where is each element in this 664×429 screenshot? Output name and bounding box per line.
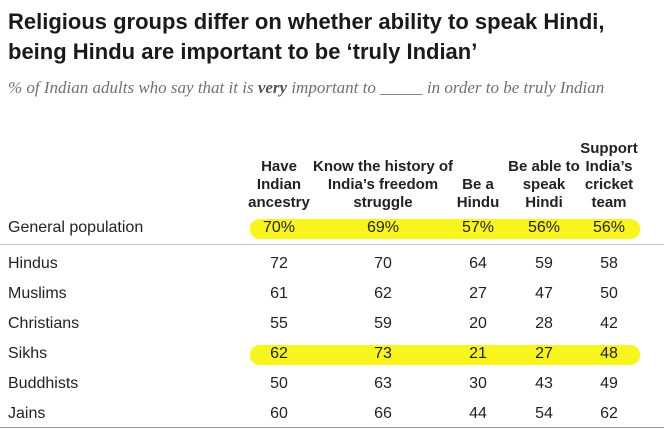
cell-christians-col1: 55 <box>270 315 288 332</box>
cell-general-population-col3: 57% <box>461 219 495 236</box>
column-header-3: Be a Hindu <box>456 176 500 211</box>
cell-sikhs-col4: 27 <box>535 345 553 362</box>
highlight-general-population <box>250 219 640 239</box>
cell-muslims-col3: 27 <box>469 285 487 302</box>
chart-title: Religious groups differ on whether abili… <box>8 9 605 64</box>
row-label-christians: Christians <box>8 315 80 332</box>
cell-general-population-col5: 56% <box>592 219 626 236</box>
column-header-4: Be able to speak Hindi <box>508 158 580 211</box>
cell-jains-col3: 44 <box>469 405 487 422</box>
header-divider <box>0 244 664 245</box>
cell-jains-col1: 60 <box>270 405 288 422</box>
row-label-hindus: Hindus <box>8 255 58 272</box>
cell-jains-col2: 66 <box>374 405 392 422</box>
subtitle-before: % of Indian adults who say that it is <box>8 78 258 97</box>
cell-hindus-col4: 59 <box>535 255 553 272</box>
cell-christians-col5: 42 <box>600 315 618 332</box>
column-header-5: Support India’s cricket team <box>580 140 638 211</box>
cell-buddhists-col4: 43 <box>535 375 553 392</box>
row-label-sikhs: Sikhs <box>8 345 48 362</box>
cell-sikhs-col2: 73 <box>374 345 392 362</box>
cell-general-population-col2: 69% <box>366 219 400 236</box>
cell-general-population-col4: 56% <box>527 219 561 236</box>
cell-hindus-col3: 64 <box>469 255 487 272</box>
cell-muslims-col1: 61 <box>270 285 288 302</box>
subtitle-emphasis: very <box>257 78 288 97</box>
cell-jains-col4: 54 <box>535 405 553 422</box>
cell-muslims-col5: 50 <box>600 285 618 302</box>
cell-hindus-col2: 70 <box>374 255 392 272</box>
cell-sikhs-col3: 21 <box>469 345 487 362</box>
row-label-muslims: Muslims <box>8 285 67 302</box>
row-label-buddhists: Buddhists <box>8 375 79 392</box>
cell-hindus-col5: 58 <box>600 255 618 272</box>
cell-buddhists-col5: 49 <box>600 375 618 392</box>
cell-sikhs-col1: 62 <box>270 345 288 362</box>
cell-buddhists-col2: 63 <box>374 375 392 392</box>
bottom-rule <box>0 427 664 428</box>
cell-buddhists-col1: 50 <box>270 375 288 392</box>
cell-christians-col3: 20 <box>469 315 487 332</box>
cell-buddhists-col3: 30 <box>469 375 487 392</box>
cell-jains-col5: 62 <box>600 405 618 422</box>
column-header-1: Have Indian ancestry <box>248 158 310 211</box>
row-label-jains: Jains <box>8 405 46 422</box>
column-header-2: Know the history of India’s freedom stru… <box>313 158 453 211</box>
chart-subtitle: % of Indian adults who say that it is ve… <box>8 76 658 100</box>
cell-hindus-col1: 72 <box>270 255 288 272</box>
cell-sikhs-col5: 48 <box>600 345 618 362</box>
highlight-sikhs <box>250 345 640 365</box>
cell-christians-col2: 59 <box>374 315 392 332</box>
cell-muslims-col4: 47 <box>535 285 553 302</box>
row-label-general-population: General population <box>8 219 144 236</box>
subtitle-after: important to _____ in order to be truly … <box>287 78 605 97</box>
cell-general-population-col1: 70% <box>262 219 296 236</box>
cell-muslims-col2: 62 <box>374 285 392 302</box>
cell-christians-col4: 28 <box>535 315 553 332</box>
